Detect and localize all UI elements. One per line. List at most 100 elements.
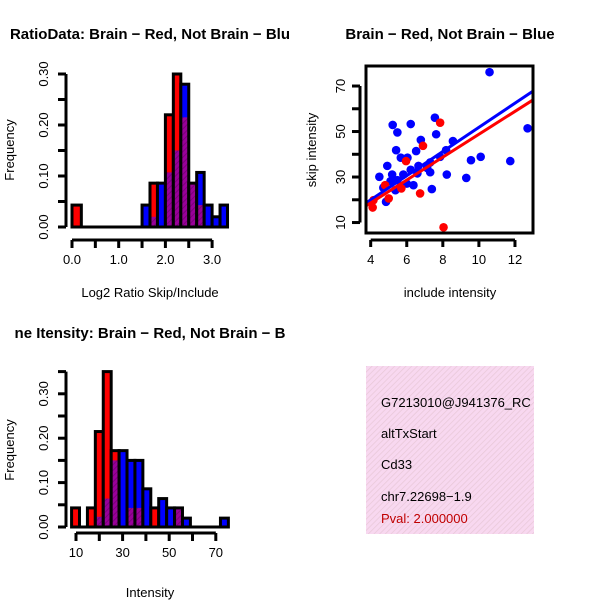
not-brain-point [427,184,437,194]
not-brain-point [425,167,435,177]
y-tick-label: 0.10 [36,163,51,188]
x-tick-label: 6 [403,252,410,267]
y-tick-label: 0.00 [36,214,51,239]
histogram-bar [150,507,159,527]
y-tick-label: 0.10 [36,470,51,495]
histogram-bar [142,488,151,527]
not-brain-point [485,67,494,77]
histogram-bar [220,205,228,227]
not-brain-point [431,129,441,139]
histogram-bar [220,518,229,527]
not-brain-point [442,170,452,179]
histogram-bar [72,205,82,227]
info-background [366,366,534,534]
histogram-bar [182,518,191,527]
histogram-bar [142,205,150,227]
x-tick-label: 10 [69,545,83,560]
not-brain-point [375,172,384,182]
chart-title: RatioData: Brain − Red, Not Brain − Blu [10,26,290,43]
histogram-bar [174,507,183,527]
info-panel: G7213010@J941376_RC altTxStart Cd33 chr7… [366,366,534,534]
not-brain-point [461,173,471,183]
not-brain-point [466,155,476,165]
x-tick-label: 4 [367,252,374,267]
x-tick-label: 1.0 [110,252,128,267]
y-axis-label: Frequency [2,419,17,481]
not-brain-fit-line [365,89,534,205]
chart-title: ne Itensity: Brain − Red, Not Brain − B [15,325,286,342]
x-tick-label: 8 [439,252,446,267]
y-tick-label: 0.20 [36,112,51,137]
histogram-bar [71,507,80,527]
histogram-bar [166,507,175,527]
intensity-histogram-panel: ne Itensity: Brain − Red, Not Brain − B … [2,325,286,600]
overlap-bar [95,516,104,527]
overlap-bar [180,117,189,227]
histogram-bar [157,183,166,227]
y-tick-label: 30 [333,170,348,184]
histogram-bar [204,205,213,227]
brain-point [415,189,425,198]
x-tick-label: 12 [508,252,522,267]
overlap-bar [134,507,143,527]
intensity-scatter-panel: Brain − Red, Not Brain − Blue include in… [304,26,555,300]
y-tick-label: 0.00 [36,514,51,539]
histogram-bar [95,431,104,527]
y-axis-label: Frequency [2,119,17,181]
event-type: altTxStart [381,426,437,441]
brain-point [368,203,377,212]
x-axis-label: include intensity [404,285,497,300]
x-tick-label: 70 [209,545,223,560]
y-tick-label: 10 [333,215,348,229]
x-tick-label: 30 [115,545,129,560]
gene-name: Cd33 [381,457,412,472]
y-tick-label: 50 [333,124,348,138]
not-brain-point [391,145,401,155]
not-brain-point [409,180,418,190]
y-tick-label: 0.30 [36,381,51,406]
y-axis-label: skip intensity [304,112,319,187]
brain-point [401,156,411,166]
histogram-bar [212,216,221,227]
p-value: Pval: 2.000000 [381,511,468,526]
histogram-bar [103,371,112,527]
x-tick-label: 0.0 [63,252,81,267]
location: chr7.22698−1.9 [381,489,472,504]
plot-box [364,64,535,235]
x-axis-label: Intensity [126,585,175,600]
histogram-bar [196,172,205,227]
histogram-bar [165,114,174,227]
brain-point [439,223,448,232]
y-tick-label: 70 [333,79,348,93]
brain-point [435,118,445,127]
not-brain-point [411,146,421,156]
overlap-bar [103,498,112,527]
not-brain-point [476,152,485,162]
not-brain-point [505,156,515,166]
overlap-bar [111,460,120,527]
x-tick-label: 3.0 [203,252,221,267]
not-brain-point [393,128,402,137]
x-tick-label: 50 [162,545,176,560]
not-brain-point [523,124,532,133]
ratio-histogram-panel: RatioData: Brain − Red, Not Brain − Blu … [2,26,290,300]
y-tick-label: 0.20 [36,426,51,451]
overlap-bar [149,216,158,227]
not-brain-point [388,120,397,130]
histogram-bar [158,498,167,527]
overlap-bar [127,507,135,527]
brain-fit-line [365,98,534,208]
brain-point [418,141,428,151]
histogram-bar [127,460,135,527]
histogram-bar [149,183,158,227]
not-brain-point [382,161,392,171]
overlap-bar [196,205,205,227]
overlap-bar [173,150,181,227]
event-id: G7213010@J941376_RC [381,395,531,410]
histogram-bar [188,183,197,227]
histogram-bar [119,450,128,527]
not-brain-point [406,119,416,129]
x-tick-label: 10 [472,252,486,267]
chart-title: Brain − Red, Not Brain − Blue [345,26,554,43]
